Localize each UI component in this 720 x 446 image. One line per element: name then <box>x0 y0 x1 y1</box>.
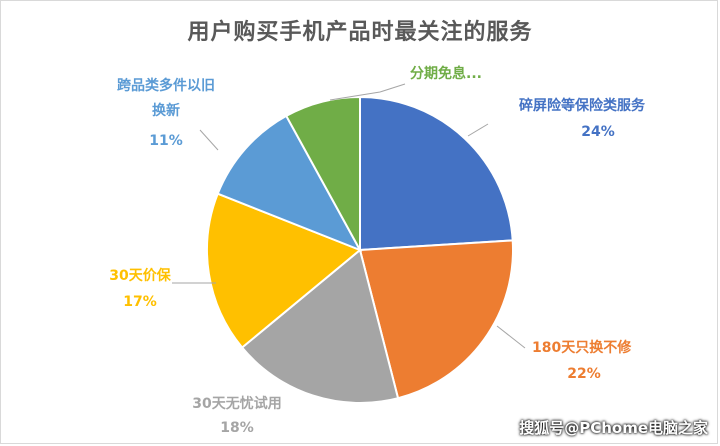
slice-value-label-1: 22% <box>567 366 601 382</box>
slice-label-0: 碎屏险等保险类服务 <box>519 97 646 114</box>
slice-value-label-2: 18% <box>220 420 254 436</box>
slice-value-label-3: 17% <box>123 294 157 310</box>
leader-line-1 <box>496 325 526 349</box>
leader-line-4 <box>199 129 219 151</box>
pie-slice-3 <box>206 192 362 349</box>
pie-slice-5 <box>284 95 361 251</box>
pie-slice-1 <box>358 239 514 400</box>
pie-slice-4 <box>216 114 363 252</box>
pie-slice-2 <box>240 248 400 404</box>
slice-label-4-line-0: 跨品类多件以旧 <box>117 77 215 94</box>
chart-title: 用户购买手机产品时最关注的服务 <box>187 20 533 45</box>
leader-line-5 <box>329 83 406 101</box>
slice-label-5: 分期免息... <box>410 65 482 82</box>
slice-label-2: 30天无忧试用 <box>192 395 281 412</box>
slice-label-4-line-1: 换新 <box>152 102 180 119</box>
watermark: 搜狐号@PChome电脑之家 <box>519 419 708 437</box>
pie-slice-0 <box>359 95 514 252</box>
slice-label-3: 30天价保 <box>109 267 171 284</box>
slice-label-1: 180天只换不修 <box>532 339 632 356</box>
leader-line-0 <box>467 123 489 137</box>
slice-value-label-4: 11% <box>149 133 183 149</box>
slice-value-label-0: 24% <box>581 124 615 140</box>
